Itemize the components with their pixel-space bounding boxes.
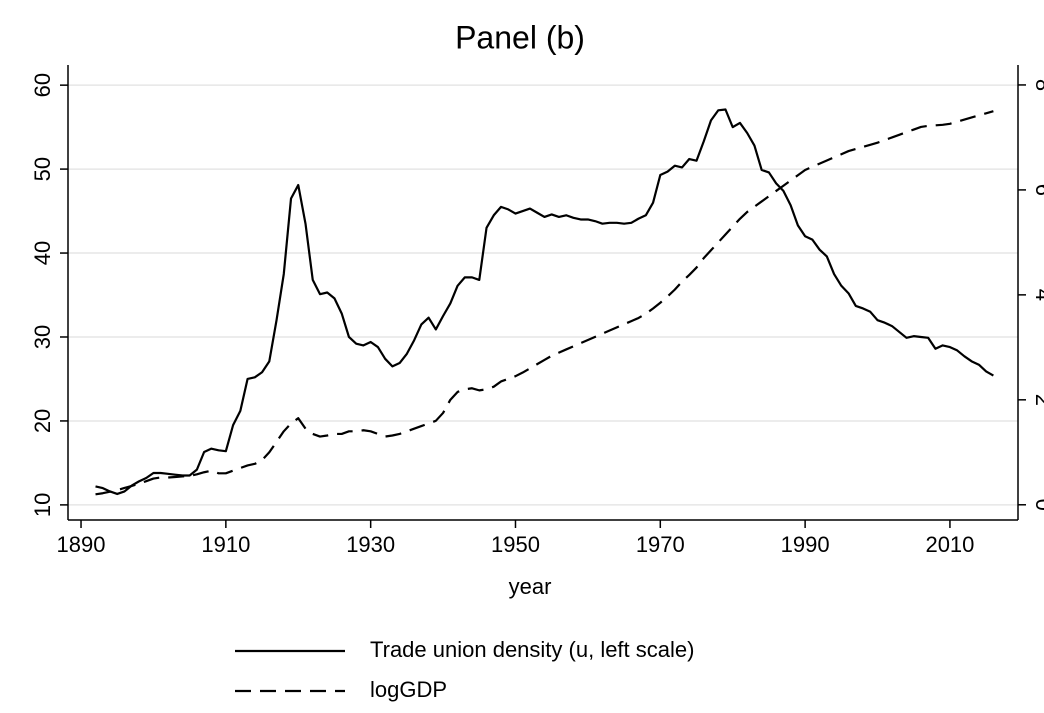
chart-title: Panel (b)	[455, 19, 585, 55]
legend-label: Trade union density (u, left scale)	[370, 637, 694, 662]
legend-label: logGDP	[370, 677, 447, 702]
y-tick-label: 50	[30, 157, 55, 181]
y2-tick-label: 2	[1031, 394, 1044, 406]
x-tick-label: 1930	[346, 532, 395, 557]
y-tick-label: 10	[30, 493, 55, 517]
data-line	[95, 110, 994, 496]
y-tick-label: 60	[30, 73, 55, 97]
x-tick-label: 1990	[781, 532, 830, 557]
y2-tick-label: 8	[1031, 79, 1044, 91]
y2-tick-label: 0	[1031, 499, 1044, 511]
y2-tick-label: 6	[1031, 184, 1044, 196]
y-tick-label: 30	[30, 325, 55, 349]
x-tick-label: 1910	[201, 532, 250, 557]
y2-tick-label: 4	[1031, 289, 1044, 301]
x-tick-label: 1970	[636, 532, 685, 557]
x-tick-label: 1950	[491, 532, 540, 557]
y-tick-label: 40	[30, 241, 55, 265]
y-tick-label: 20	[30, 409, 55, 433]
x-tick-label: 1890	[57, 532, 106, 557]
x-tick-label: 2010	[925, 532, 974, 557]
data-line	[95, 108, 994, 496]
x-axis-label: year	[509, 574, 552, 599]
